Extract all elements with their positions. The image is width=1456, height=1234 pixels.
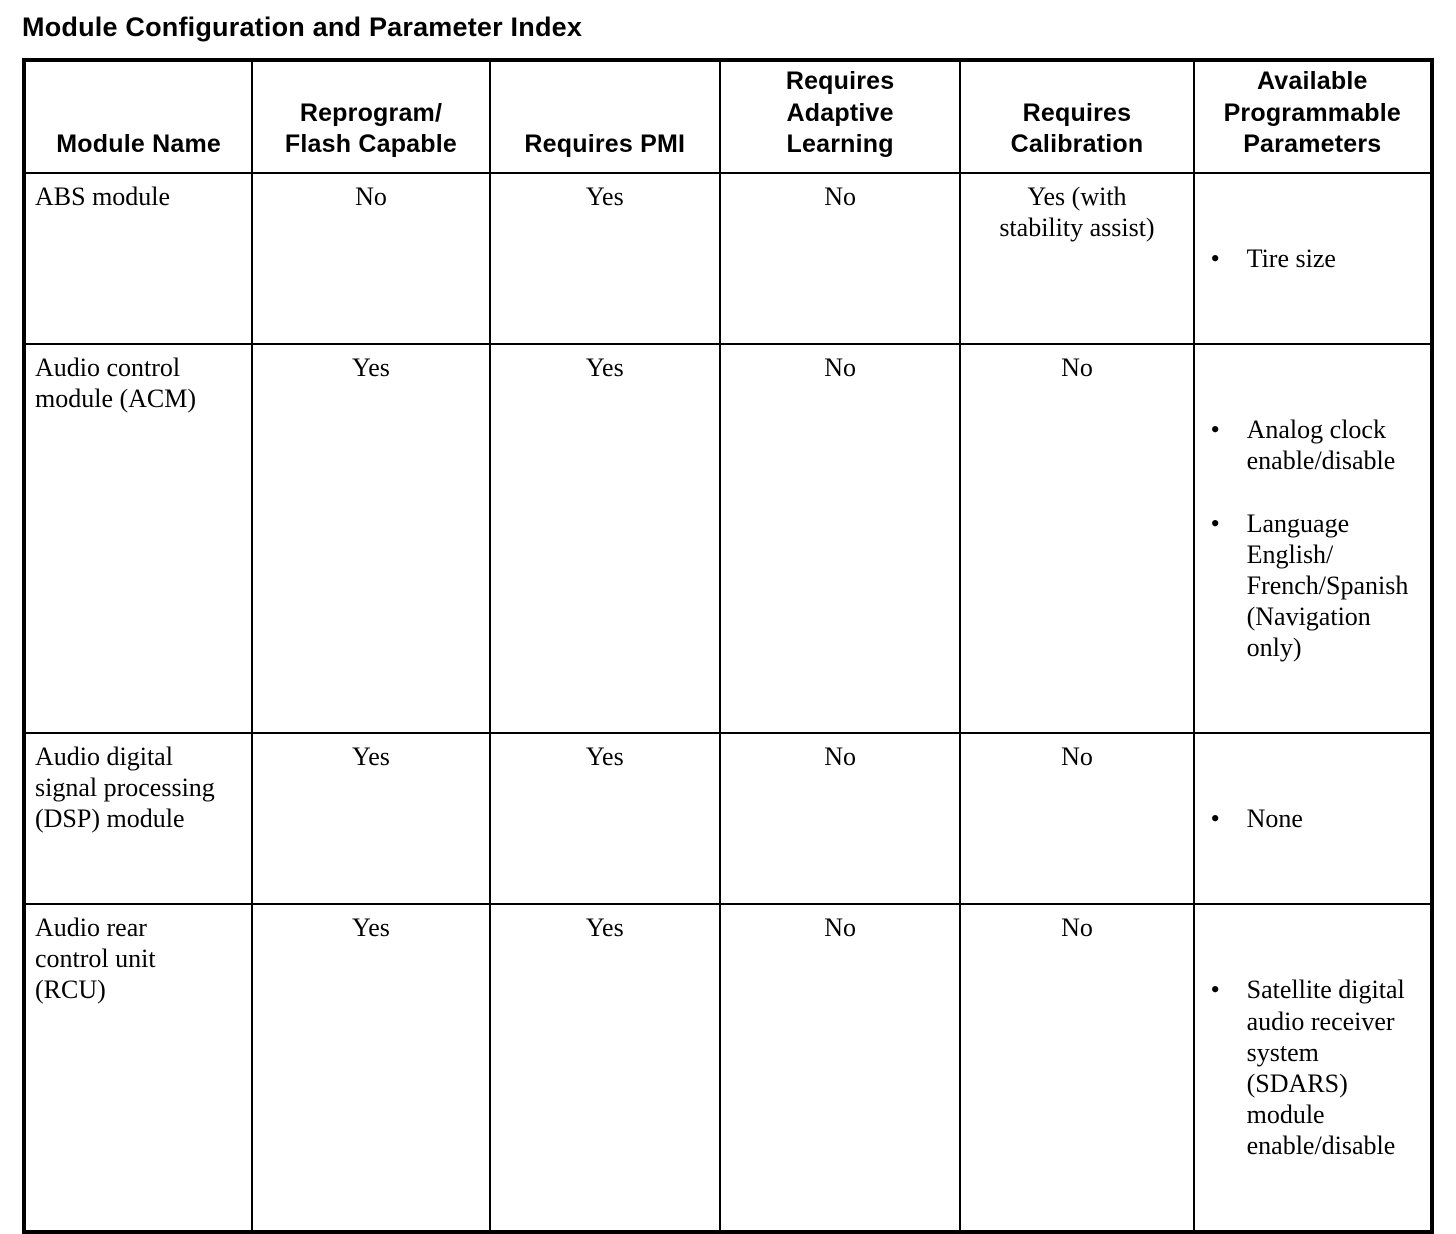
bullet-icon: • (1210, 975, 1220, 1005)
bullet-icon: • (1210, 804, 1220, 834)
page-title: Module Configuration and Parameter Index (22, 12, 583, 42)
parameter-item: • Tire size (1210, 243, 1424, 274)
cell-module-name: ABS module (22, 171, 254, 345)
module-configuration-table: Module Name Reprogram/ Flash Capable Req… (22, 58, 1434, 1234)
cell-requires-calibration: No (959, 902, 1195, 1233)
parameter-item: • Satellite digital audio receiver syste… (1210, 974, 1424, 1161)
parameter-text: Language English/ French/Spanish (Naviga… (1246, 508, 1409, 663)
parameter-list: • Satellite digital audio receiver syste… (1210, 943, 1424, 1193)
parameter-item: • Analog clock enable/disable (1210, 414, 1424, 476)
cell-requires-adaptive-learning: No (718, 902, 962, 1233)
cell-module-name: Audio control module (ACM) (22, 342, 254, 735)
cell-requires-pmi: Yes (488, 902, 721, 1233)
cell-requires-pmi: Yes (488, 732, 721, 905)
parameter-list: • Tire size (1210, 212, 1424, 306)
cell-requires-pmi: Yes (488, 171, 721, 345)
cell-module-name: Audio digital signal processing (DSP) mo… (22, 732, 254, 905)
column-header-available-programmable-parameters: Available Programmable Parameters (1192, 59, 1434, 174)
cell-requires-pmi: Yes (488, 342, 721, 735)
column-header-requires-calibration: Requires Calibration (959, 59, 1195, 174)
parameter-item: • None (1210, 803, 1424, 834)
cell-requires-calibration: Yes (with stability assist) (959, 171, 1195, 345)
table-row: Audio digital signal processing (DSP) mo… (22, 732, 1434, 905)
cell-reprogram-flash-capable: No (251, 171, 491, 345)
table-row: Audio rear control unit (RCU) Yes Yes No… (22, 902, 1434, 1233)
cell-reprogram-flash-capable: Yes (251, 902, 491, 1233)
table-header-row: Module Name Reprogram/ Flash Capable Req… (22, 59, 1434, 174)
parameter-text: Satellite digital audio receiver system … (1246, 975, 1405, 1161)
bullet-icon: • (1210, 508, 1220, 538)
column-header-requires-adaptive-learning: Requires Adaptive Learning (718, 59, 962, 174)
table-row: Audio control module (ACM) Yes Yes No No… (22, 342, 1434, 735)
table-row: ABS module No Yes No Yes (with stability… (22, 171, 1434, 345)
cell-module-name: Audio rear control unit (RCU) (22, 902, 254, 1233)
parameter-list: • None (1210, 772, 1424, 866)
cell-available-parameters: • Satellite digital audio receiver syste… (1192, 902, 1434, 1233)
cell-reprogram-flash-capable: Yes (251, 342, 491, 735)
cell-requires-calibration: No (959, 342, 1195, 735)
parameter-text: None (1246, 804, 1303, 834)
cell-requires-calibration: No (959, 732, 1195, 905)
column-header-reprogram-flash-capable: Reprogram/ Flash Capable (251, 59, 491, 174)
parameter-item: • Language English/ French/Spanish (Navi… (1210, 508, 1424, 664)
parameter-text: Analog clock enable/disable (1246, 415, 1396, 476)
cell-reprogram-flash-capable: Yes (251, 732, 491, 905)
cell-available-parameters: • None (1192, 732, 1434, 905)
parameter-list: • Analog clock enable/disable • Language… (1210, 383, 1424, 695)
column-header-requires-pmi: Requires PMI (488, 59, 721, 174)
cell-requires-adaptive-learning: No (718, 171, 962, 345)
column-header-module-name: Module Name (22, 59, 254, 174)
bullet-icon: • (1210, 415, 1220, 445)
cell-requires-adaptive-learning: No (718, 342, 962, 735)
cell-available-parameters: • Analog clock enable/disable • Language… (1192, 342, 1434, 735)
cell-available-parameters: • Tire size (1192, 171, 1434, 345)
bullet-icon: • (1210, 244, 1220, 274)
cell-requires-adaptive-learning: No (718, 732, 962, 905)
parameter-text: Tire size (1246, 244, 1336, 274)
